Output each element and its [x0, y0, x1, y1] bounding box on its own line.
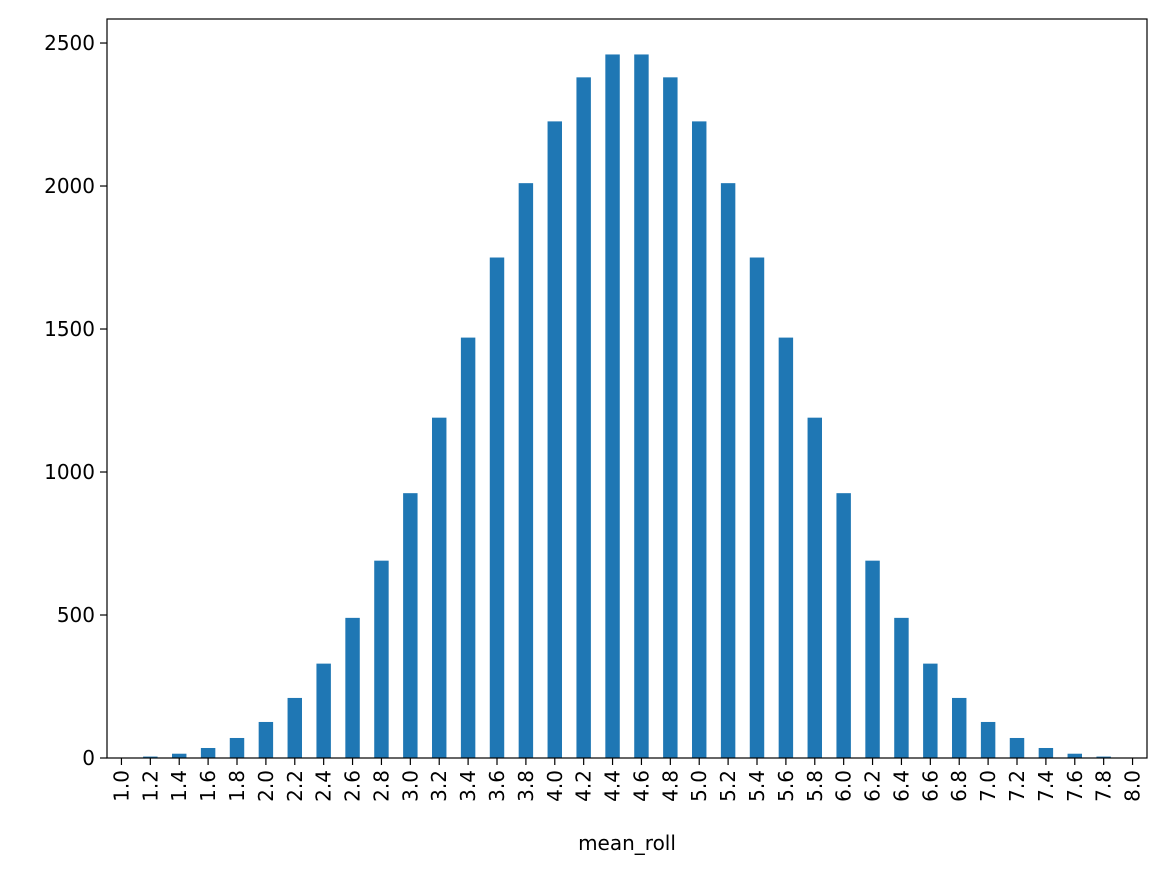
- x-tick-label: 3.2: [427, 770, 451, 802]
- x-tick-label: 3.8: [514, 770, 538, 802]
- bar: [316, 663, 331, 758]
- x-tick-label: 7.8: [1092, 770, 1116, 802]
- x-tick-label: 4.0: [543, 770, 567, 802]
- bar: [229, 737, 245, 758]
- x-tick-label: 1.4: [167, 770, 191, 802]
- x-tick-label: 1.2: [138, 770, 162, 802]
- x-tick-label: 5.0: [687, 770, 711, 802]
- bar: [518, 183, 534, 758]
- bar: [692, 121, 707, 759]
- bar: [836, 493, 851, 758]
- bar: [345, 617, 360, 758]
- x-tick-label: 7.4: [1034, 770, 1058, 802]
- x-tick-label: 1.0: [109, 770, 133, 802]
- bar: [605, 54, 620, 759]
- bar: [172, 753, 187, 758]
- x-tick-label: 2.6: [341, 770, 365, 802]
- x-tick-label: 5.4: [745, 770, 769, 802]
- x-tick-label: 3.4: [456, 770, 480, 802]
- bar: [634, 54, 649, 759]
- x-tick-label: 4.4: [601, 770, 625, 802]
- x-tick-label: 2.2: [283, 770, 307, 802]
- y-tick-label: 0: [82, 746, 95, 770]
- y-tick-label: 1000: [44, 460, 95, 484]
- bar: [489, 257, 505, 758]
- bar: [952, 697, 967, 758]
- x-tick-label: 7.6: [1063, 770, 1087, 802]
- bar: [143, 756, 158, 758]
- bar: [374, 560, 389, 758]
- bar: [980, 721, 996, 758]
- bar: [432, 417, 447, 758]
- x-tick-label: 8.0: [1121, 770, 1145, 802]
- y-tick-label: 500: [57, 603, 95, 627]
- plot-frame: [106, 18, 1148, 759]
- bar: [576, 77, 591, 758]
- bar: [1096, 756, 1111, 758]
- x-tick-label: 2.4: [312, 770, 336, 802]
- x-tick-label: 4.8: [658, 770, 682, 802]
- x-tick-label: 7.0: [976, 770, 1000, 802]
- bar: [460, 337, 476, 758]
- bar: [720, 183, 736, 758]
- x-tick-label: 6.0: [832, 770, 856, 802]
- bar: [807, 417, 822, 758]
- x-tick-label: 4.2: [572, 770, 596, 802]
- x-tick-label: 6.2: [861, 770, 885, 802]
- y-tick-label: 2000: [44, 174, 95, 198]
- bar: [923, 663, 938, 758]
- bar: [1067, 753, 1082, 758]
- x-tick-label: 7.2: [1005, 770, 1029, 802]
- bar: [1009, 737, 1025, 758]
- x-tick-label: 1.8: [225, 770, 249, 802]
- x-tick-label: 6.4: [889, 770, 913, 802]
- x-tick-label: 6.8: [947, 770, 971, 802]
- bar: [894, 617, 909, 758]
- x-tick-label: 5.2: [716, 770, 740, 802]
- x-tick-label: 3.6: [485, 770, 509, 802]
- y-tick-label: 1500: [44, 317, 95, 341]
- bar: [547, 121, 562, 759]
- x-tick-label: 2.0: [254, 770, 278, 802]
- x-tick-label: 5.6: [774, 770, 798, 802]
- x-tick-label: 2.8: [369, 770, 393, 802]
- bar: [287, 697, 302, 758]
- x-tick-label: 6.6: [918, 770, 942, 802]
- bar: [749, 257, 765, 758]
- x-tick-label: 3.0: [398, 770, 422, 802]
- bar: [258, 721, 274, 758]
- y-tick-label: 2500: [44, 31, 95, 55]
- x-axis-label: mean_roll: [578, 831, 676, 855]
- bar: [200, 747, 216, 758]
- bar: [663, 77, 678, 758]
- x-tick-label: 1.6: [196, 770, 220, 802]
- bar: [778, 337, 794, 758]
- bar: [1038, 747, 1054, 758]
- bar: [865, 560, 880, 758]
- bar: [403, 493, 418, 758]
- x-tick-label: 4.6: [629, 770, 653, 802]
- x-tick-label: 5.8: [803, 770, 827, 802]
